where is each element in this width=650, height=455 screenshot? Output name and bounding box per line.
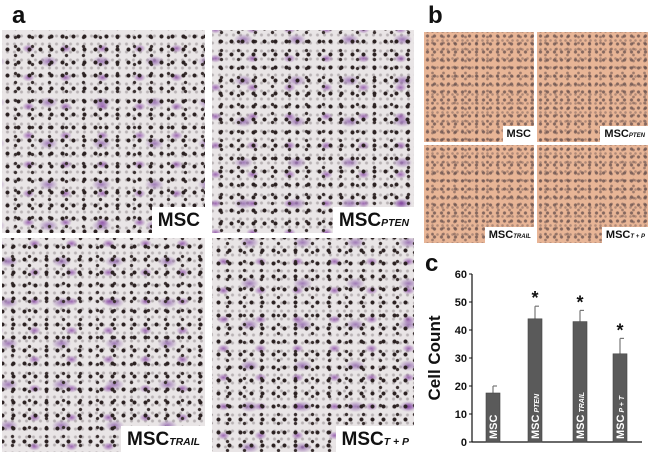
image-label: MSCPTEN bbox=[332, 207, 414, 233]
y-axis-label: Cell Count bbox=[425, 315, 444, 400]
y-tick-label: 20 bbox=[455, 381, 467, 393]
panel-c-label: c bbox=[425, 250, 439, 277]
y-tick-label: 0 bbox=[461, 437, 467, 449]
bar-category-label: MSC bbox=[488, 415, 500, 440]
image-label: MSCPTEN bbox=[600, 126, 648, 142]
micrograph-b-msc-pten: MSCPTEN bbox=[537, 32, 648, 142]
bar bbox=[612, 353, 628, 443]
y-tick-label: 50 bbox=[455, 297, 467, 309]
y-tick-label: 30 bbox=[455, 353, 467, 365]
micrograph-b-msc-trail: MSCTRAIL bbox=[424, 145, 534, 243]
micrograph-a-msc-trail: MSCTRAIL bbox=[2, 238, 205, 452]
micrograph-a-msc-pten: MSCPTEN bbox=[212, 30, 414, 233]
micrograph-a-msc-tp: MSCT + P bbox=[212, 238, 414, 452]
y-tick-label: 40 bbox=[455, 325, 467, 337]
micrograph-b-msc-tp: MSCT + P bbox=[537, 145, 648, 243]
image-label: MSCT + P bbox=[601, 227, 648, 243]
significance-asterisk: * bbox=[531, 288, 538, 308]
image-label: MSCTRAIL bbox=[484, 227, 534, 243]
micrograph-b-msc: MSC bbox=[424, 32, 534, 142]
image-label: MSCTRAIL bbox=[121, 426, 205, 452]
bar bbox=[572, 321, 588, 443]
significance-asterisk: * bbox=[616, 320, 623, 340]
image-label: MSCT + P bbox=[335, 426, 414, 452]
panel-a-label: a bbox=[12, 2, 26, 29]
image-label: MSC bbox=[502, 126, 534, 142]
bar bbox=[527, 318, 543, 443]
cell-count-bar-chart: 0 10 20 30 40 50 60 Cell Count MSC MSCPTEN * MSCTRA… bbox=[425, 269, 642, 449]
bar-category-label: MSCTRAIL bbox=[575, 392, 587, 439]
bar bbox=[485, 392, 501, 443]
panel-b-label: b bbox=[428, 2, 443, 29]
y-tick-label: 60 bbox=[455, 269, 467, 281]
y-tick-label: 10 bbox=[455, 409, 467, 421]
micrograph-a-msc: MSC bbox=[2, 30, 205, 233]
image-label: MSC bbox=[151, 207, 205, 233]
bar-category-label: MSCPTEN bbox=[530, 393, 542, 439]
bar-category-label: MSCP + T bbox=[615, 395, 627, 439]
significance-asterisk: * bbox=[576, 292, 583, 312]
